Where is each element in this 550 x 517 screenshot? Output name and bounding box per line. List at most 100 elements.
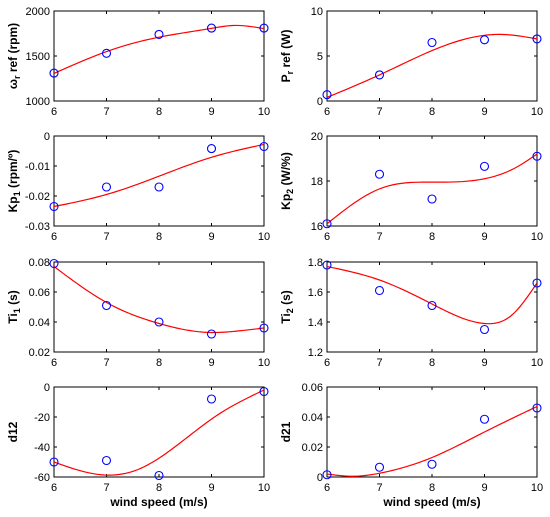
x-tick-label: 8 [156,357,162,369]
data-point [374,462,385,472]
x-tick-label: 7 [376,106,382,118]
data-point [374,70,385,80]
data-point [427,37,437,48]
y-tick-label: 0.06 [29,287,50,299]
axes-frame [53,261,265,353]
y-axis-label: d12 [6,421,20,442]
x-tick-label: 8 [429,357,435,369]
data-point [259,23,269,33]
y-tick-label: 1.6 [308,287,323,299]
subplot-2: 6 7 8 9 10 0 5 10 Pr ref (W) [279,6,543,118]
x-tick-label: 9 [208,231,214,243]
y-axis-label: Kp2 (W/%) [279,152,295,210]
y-tick-label: -0.02 [25,191,50,203]
x-tick-label: 9 [481,231,487,243]
x-axis-label: wind speed (m/s) [109,495,207,509]
y-tick-label: 0 [44,382,50,394]
data-point [374,169,385,179]
y-tick-label: -40 [34,442,50,454]
x-tick-label: 6 [51,231,57,243]
x-tick-label: 9 [208,482,214,494]
fit-curve [54,266,264,334]
axes-frame [326,10,538,102]
axes-frame [53,10,265,102]
data-point [479,35,490,45]
data-point [154,470,164,481]
y-tick-label: 0 [317,96,323,108]
x-tick-label: 9 [481,482,487,494]
data-point [101,48,112,58]
y-tick-label: 0.02 [29,347,50,359]
x-tick-label: 6 [324,357,330,369]
x-tick-label: 8 [429,231,435,243]
data-point [479,324,490,335]
data-point [479,161,490,171]
subplot-4: 6 7 8 9 10 16 18 20 Kp2 (W/%) [279,131,543,243]
data-point [154,29,164,39]
data-point [49,457,59,467]
y-tick-label: -0.03 [25,221,50,233]
x-tick-label: 8 [156,106,162,118]
y-tick-label: 20 [311,131,323,143]
axes-frame [326,135,538,227]
x-tick-label: 6 [324,482,330,494]
data-point [49,68,59,78]
fit-curve [54,24,264,74]
x-tick-label: 10 [531,231,543,243]
fit-curve [327,33,537,98]
axes-frame [53,135,265,227]
data-point [532,151,542,161]
fit-curve [54,143,264,208]
data-point [532,34,542,44]
data-point [532,403,542,413]
y-axis-label: Ti1 (s) [6,290,22,323]
x-tick-label: 10 [258,482,270,494]
data-point [532,278,542,288]
fit-curve [327,265,537,325]
x-tick-label: 6 [324,106,330,118]
subplot-8: 6 7 8 9 10 0 0.02 0.04 0.06 d21 wind speed (m/s) [279,382,543,509]
x-tick-label: 10 [258,231,270,243]
x-tick-label: 9 [208,106,214,118]
y-axis-label: Ti2 (s) [279,290,295,323]
data-point [154,317,164,327]
data-point [206,329,217,339]
x-tick-label: 9 [481,357,487,369]
data-point [427,194,437,204]
y-tick-label: 0.02 [302,442,323,454]
y-tick-label: 0.06 [302,382,323,394]
x-tick-label: 7 [103,106,109,118]
data-point [427,300,437,311]
y-tick-label: 16 [311,221,323,233]
y-axis-label: Kp1 (rpm/º) [6,150,22,213]
x-tick-label: 8 [156,482,162,494]
x-tick-label: 8 [429,106,435,118]
x-tick-label: 6 [324,231,330,243]
x-tick-label: 9 [208,357,214,369]
data-point [101,182,112,192]
x-tick-label: 9 [481,106,487,118]
y-tick-label: 10 [311,6,323,18]
y-tick-label: 0.08 [29,257,50,269]
fit-curve [54,389,264,476]
x-tick-label: 7 [103,482,109,494]
data-point [427,459,437,469]
y-tick-label: 5 [317,51,323,63]
data-point [49,201,59,212]
fit-curve [327,405,537,477]
x-tick-label: 7 [103,231,109,243]
x-tick-label: 6 [51,357,57,369]
data-point [259,323,269,333]
y-tick-label: 0 [44,131,50,143]
data-point [206,144,217,154]
y-tick-label: 1500 [26,51,50,63]
data-point [101,300,112,311]
y-tick-label: -60 [34,472,50,484]
subplot-6: 6 7 8 9 10 1.2 1.4 1.6 1.8 Ti2 (s) [279,257,543,369]
subplot-7: 6 7 8 9 10 -60 -40 -20 0 d12 wind speed (m/s) [6,382,270,509]
axes-frame [326,261,538,353]
y-axis-label: d21 [279,421,293,442]
y-tick-label: 0 [317,472,323,484]
data-point [154,182,164,192]
data-point [101,455,112,466]
